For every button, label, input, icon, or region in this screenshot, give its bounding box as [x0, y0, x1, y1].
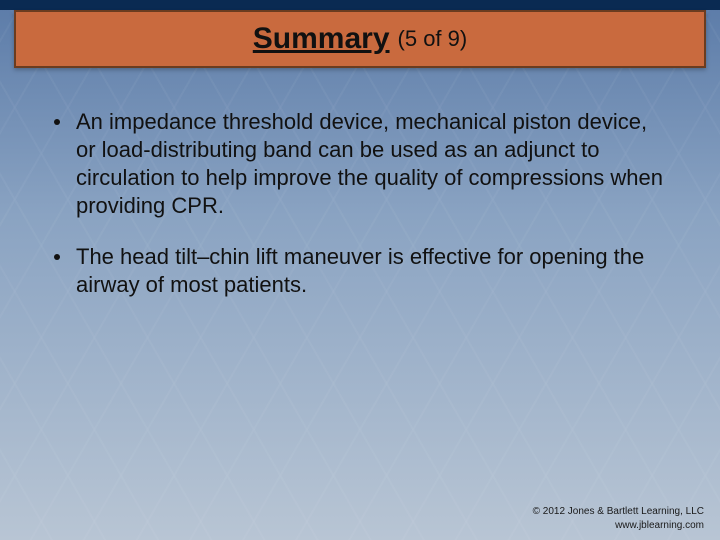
bullet-dot-icon	[54, 119, 60, 125]
bullet-text: An impedance threshold device, mechanica…	[76, 108, 666, 221]
footer: © 2012 Jones & Bartlett Learning, LLC ww…	[533, 505, 704, 532]
copyright-line: © 2012 Jones & Bartlett Learning, LLC	[533, 505, 704, 519]
top-border	[0, 0, 720, 10]
website-line: www.jblearning.com	[533, 519, 704, 533]
title-bar: Summary (5 of 9)	[14, 10, 706, 68]
bullet-item: The head tilt–chin lift maneuver is effe…	[54, 243, 666, 299]
bullet-dot-icon	[54, 254, 60, 260]
content-area: An impedance threshold device, mechanica…	[54, 108, 666, 321]
slide: Summary (5 of 9) An impedance threshold …	[0, 0, 720, 540]
bullet-item: An impedance threshold device, mechanica…	[54, 108, 666, 221]
bullet-text: The head tilt–chin lift maneuver is effe…	[76, 243, 666, 299]
slide-title: Summary	[253, 22, 390, 56]
slide-counter: (5 of 9)	[398, 26, 468, 52]
